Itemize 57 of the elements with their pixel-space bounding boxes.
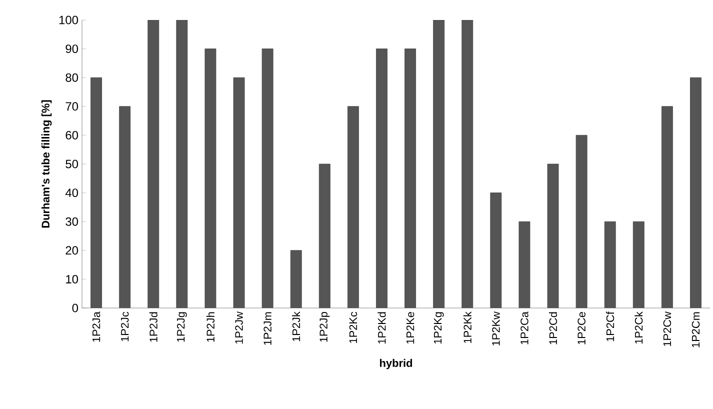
x-tick-label: 1P2Kd bbox=[378, 312, 386, 344]
x-tick-label: 1P2Ck bbox=[634, 312, 643, 344]
x-tick-label: 1P2Jh bbox=[206, 312, 214, 342]
y-tick-label: 40 bbox=[65, 188, 78, 198]
bar bbox=[204, 48, 216, 308]
bar bbox=[547, 164, 559, 308]
bar bbox=[690, 77, 702, 308]
bar bbox=[233, 77, 245, 308]
x-tick-label: 1P2Jc bbox=[120, 312, 129, 342]
y-tick-label: 80 bbox=[66, 73, 78, 82]
bar bbox=[148, 20, 160, 308]
y-tick-label: 0 bbox=[72, 304, 78, 312]
bar bbox=[376, 48, 388, 308]
x-tick-label: 1P2Ja bbox=[92, 312, 100, 342]
bar bbox=[490, 192, 502, 308]
x-tick-label: 1P2Kg bbox=[434, 312, 444, 344]
x-tick-label: 1P2Cd bbox=[548, 312, 558, 344]
bar bbox=[290, 250, 302, 308]
bar bbox=[433, 20, 445, 308]
x-tick-label: 1P2Ke bbox=[406, 312, 414, 344]
x-tick-label: 1P2Jm bbox=[264, 312, 272, 345]
bar bbox=[518, 221, 530, 308]
x-tick-label: 1P2Ce bbox=[578, 312, 586, 344]
x-tick-label: 1P2Jp bbox=[320, 312, 330, 342]
x-axis-title: hybrid bbox=[380, 358, 412, 370]
x-tick-label: 1P2Kk bbox=[463, 312, 472, 343]
x-tick-label: 1P2Cf bbox=[606, 312, 614, 342]
bar bbox=[318, 164, 330, 308]
y-tick-label: 10 bbox=[66, 274, 78, 284]
bar bbox=[604, 221, 616, 308]
y-tick-label: 70 bbox=[66, 102, 78, 111]
x-tick-label: 1P2Cw bbox=[663, 312, 672, 346]
x-tick-label: 1P2Ca bbox=[520, 312, 528, 344]
y-axis-title: Durham's tube filling [%] bbox=[41, 100, 52, 228]
bar bbox=[347, 106, 359, 308]
y-tick-label: 20 bbox=[66, 246, 78, 255]
bar bbox=[404, 48, 416, 308]
bar bbox=[119, 106, 131, 308]
bar bbox=[462, 20, 474, 308]
x-tick-label: 1P2Kc bbox=[349, 312, 358, 343]
bar bbox=[90, 77, 102, 308]
x-tick-label: 1P2Cm bbox=[692, 312, 700, 348]
x-tick-label: 1P2Kw bbox=[492, 312, 500, 346]
bar bbox=[661, 106, 673, 308]
bar bbox=[262, 48, 274, 308]
x-tick-label: 1P2Jg bbox=[176, 312, 187, 342]
y-tick-label: 30 bbox=[66, 217, 78, 226]
bar bbox=[632, 221, 644, 308]
y-tick-label: 60 bbox=[66, 130, 78, 140]
bar bbox=[576, 134, 588, 308]
x-tick-label: 1P2Jk bbox=[292, 312, 300, 342]
y-tick-label: 100 bbox=[59, 16, 78, 24]
bar bbox=[176, 20, 188, 308]
y-tick-label: 90 bbox=[66, 44, 78, 54]
x-tick-label: 1P2Jw bbox=[235, 312, 243, 344]
x-tick-label: 1P2Jd bbox=[149, 312, 158, 342]
y-tick-label: 50 bbox=[66, 160, 78, 168]
